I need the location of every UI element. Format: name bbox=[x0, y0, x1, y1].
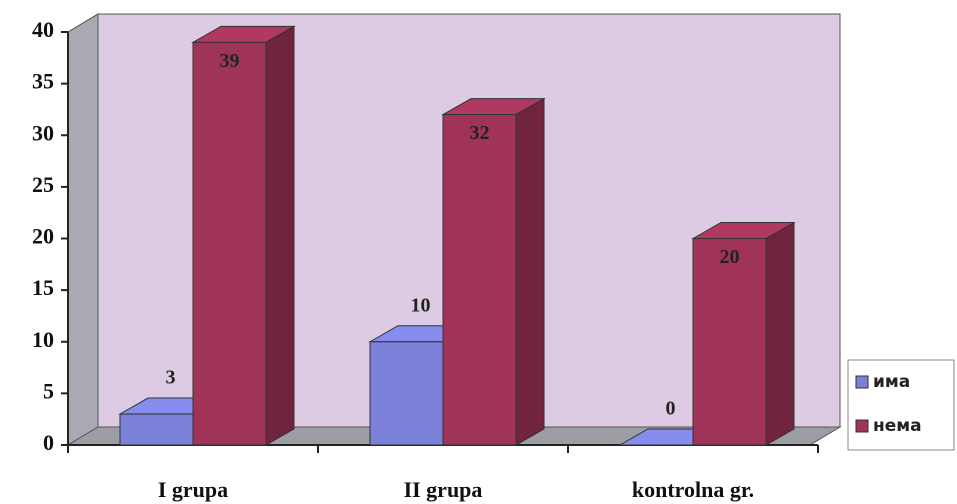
legend-swatch bbox=[855, 419, 869, 433]
data-label: 39 bbox=[220, 50, 240, 72]
y-tick-label: 25 bbox=[32, 172, 54, 197]
x-tick-label: II grupa bbox=[404, 477, 483, 502]
y-tick-label: 30 bbox=[32, 120, 54, 145]
bar bbox=[119, 413, 194, 446]
y-tick-label: 5 bbox=[43, 378, 54, 403]
bar-side bbox=[515, 97, 545, 446]
bar bbox=[192, 41, 267, 446]
legend-label: има bbox=[873, 372, 910, 392]
bar-side bbox=[265, 25, 295, 446]
legend bbox=[847, 359, 955, 451]
y-tick-label: 35 bbox=[32, 69, 54, 94]
y-tick-label: 0 bbox=[43, 430, 54, 455]
bar-side bbox=[765, 221, 795, 446]
data-label: 20 bbox=[720, 246, 740, 268]
bar bbox=[692, 238, 767, 446]
bar bbox=[442, 114, 517, 446]
legend-swatch bbox=[855, 375, 869, 389]
data-label: 3 bbox=[166, 367, 176, 389]
y-tick-label: 10 bbox=[32, 327, 54, 352]
left-wall bbox=[67, 13, 99, 446]
legend-label: нема bbox=[873, 416, 922, 436]
y-tick-label: 40 bbox=[32, 17, 54, 42]
data-label: 32 bbox=[470, 122, 490, 144]
x-tick-label: I grupa bbox=[158, 477, 228, 502]
y-tick-label: 20 bbox=[32, 224, 54, 249]
data-label: 10 bbox=[411, 294, 431, 316]
data-label: 0 bbox=[666, 398, 676, 420]
bar bbox=[369, 341, 444, 446]
y-tick-label: 15 bbox=[32, 275, 54, 300]
x-tick-label: kontrolna gr. bbox=[632, 477, 754, 502]
